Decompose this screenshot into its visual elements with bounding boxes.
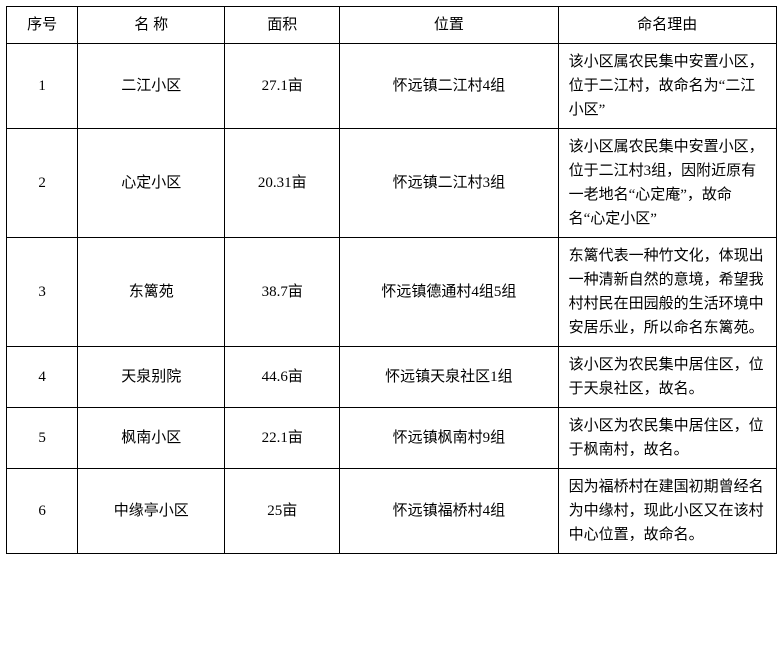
cell-seq: 1 [7, 44, 78, 129]
cell-name: 东篱苑 [78, 238, 225, 347]
cell-location: 怀远镇天泉社区1组 [340, 347, 558, 408]
cell-area: 38.7亩 [225, 238, 340, 347]
cell-reason: 该小区属农民集中安置小区，位于二江村3组，因附近原有一老地名“心定庵”，故命名“… [558, 129, 776, 238]
cell-location: 怀远镇福桥村4组 [340, 469, 558, 554]
table-row: 1 二江小区 27.1亩 怀远镇二江村4组 该小区属农民集中安置小区，位于二江村… [7, 44, 777, 129]
cell-seq: 4 [7, 347, 78, 408]
cell-reason: 该小区为农民集中居住区，位于天泉社区，故名。 [558, 347, 776, 408]
header-location: 位置 [340, 7, 558, 44]
cell-location: 怀远镇二江村3组 [340, 129, 558, 238]
table-row: 6 中缘亭小区 25亩 怀远镇福桥村4组 因为福桥村在建国初期曾经名为中缘村，现… [7, 469, 777, 554]
cell-seq: 2 [7, 129, 78, 238]
cell-area: 22.1亩 [225, 408, 340, 469]
cell-name: 中缘亭小区 [78, 469, 225, 554]
cell-reason: 东篱代表一种竹文化，体现出一种清新自然的意境，希望我村村民在田园般的生活环境中安… [558, 238, 776, 347]
cell-name: 二江小区 [78, 44, 225, 129]
table-header-row: 序号 名 称 面积 位置 命名理由 [7, 7, 777, 44]
cell-area: 27.1亩 [225, 44, 340, 129]
cell-location: 怀远镇二江村4组 [340, 44, 558, 129]
cell-location: 怀远镇德通村4组5组 [340, 238, 558, 347]
cell-reason: 该小区属农民集中安置小区，位于二江村，故命名为“二江小区” [558, 44, 776, 129]
cell-area: 20.31亩 [225, 129, 340, 238]
naming-table-container: 序号 名 称 面积 位置 命名理由 1 二江小区 27.1亩 怀远镇二江村4组 … [0, 0, 783, 560]
cell-location: 怀远镇枫南村9组 [340, 408, 558, 469]
cell-name: 枫南小区 [78, 408, 225, 469]
cell-reason: 因为福桥村在建国初期曾经名为中缘村，现此小区又在该村中心位置，故命名。 [558, 469, 776, 554]
header-seq: 序号 [7, 7, 78, 44]
cell-name: 天泉别院 [78, 347, 225, 408]
table-row: 5 枫南小区 22.1亩 怀远镇枫南村9组 该小区为农民集中居住区，位于枫南村，… [7, 408, 777, 469]
header-name: 名 称 [78, 7, 225, 44]
header-reason: 命名理由 [558, 7, 776, 44]
cell-seq: 3 [7, 238, 78, 347]
header-area: 面积 [225, 7, 340, 44]
table-row: 4 天泉别院 44.6亩 怀远镇天泉社区1组 该小区为农民集中居住区，位于天泉社… [7, 347, 777, 408]
table-row: 3 东篱苑 38.7亩 怀远镇德通村4组5组 东篱代表一种竹文化，体现出一种清新… [7, 238, 777, 347]
table-row: 2 心定小区 20.31亩 怀远镇二江村3组 该小区属农民集中安置小区，位于二江… [7, 129, 777, 238]
cell-name: 心定小区 [78, 129, 225, 238]
naming-table: 序号 名 称 面积 位置 命名理由 1 二江小区 27.1亩 怀远镇二江村4组 … [6, 6, 777, 554]
table-body: 1 二江小区 27.1亩 怀远镇二江村4组 该小区属农民集中安置小区，位于二江村… [7, 44, 777, 554]
cell-area: 25亩 [225, 469, 340, 554]
cell-seq: 5 [7, 408, 78, 469]
cell-reason: 该小区为农民集中居住区，位于枫南村，故名。 [558, 408, 776, 469]
cell-area: 44.6亩 [225, 347, 340, 408]
cell-seq: 6 [7, 469, 78, 554]
